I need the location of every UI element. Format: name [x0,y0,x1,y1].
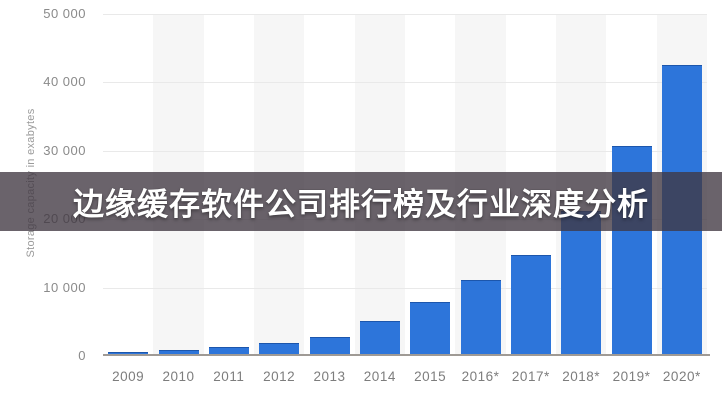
bar-2013[interactable] [309,337,350,356]
y-tick-label-30000: 30 000 [43,142,86,158]
y-tick-label-0: 0 [78,348,86,363]
x-tick-label-2014: 2014 [363,369,396,384]
y-tick-label-10000: 10 000 [43,279,86,295]
gridline-50000 [103,14,707,15]
bar-2010[interactable] [158,349,199,356]
x-tick-label-2018: 2018* [562,369,601,384]
bar-2012[interactable] [259,343,300,356]
bar-2017[interactable] [510,255,551,356]
x-tick-label-2020: 2020* [662,369,701,384]
x-tick-label-2015: 2015 [414,369,447,384]
bar-2015[interactable] [410,301,451,356]
gridline-10000 [103,287,707,289]
x-tick-label-2013: 2013 [313,369,346,384]
overlay-title-text: 边缘缓存软件公司排行榜及行业深度分析 [73,187,649,222]
x-axis-line [103,354,710,356]
bar-2014[interactable] [359,321,400,356]
x-tick-label-2012: 2012 [263,369,296,384]
gridline-30000 [103,150,707,152]
title-overlay-banner: 边缘缓存软件公司排行榜及行业深度分析 [0,172,722,231]
x-tick-label-2009: 2009 [112,369,145,384]
bar-2018[interactable] [561,211,602,356]
x-tick-label-2011: 2011 [213,369,245,384]
x-tick-label-2017: 2017* [511,369,550,384]
y-tick-label-40000: 40 000 [43,74,86,90]
gridline-40000 [103,82,707,84]
y-tick-label-50000: 50 000 [43,6,86,21]
x-tick-label-2016: 2016* [461,369,500,384]
x-tick-label-2019: 2019* [612,369,651,384]
x-tick-label-2010: 2010 [162,369,195,384]
bar-2011[interactable] [208,346,249,356]
bar-2016[interactable] [460,279,501,356]
